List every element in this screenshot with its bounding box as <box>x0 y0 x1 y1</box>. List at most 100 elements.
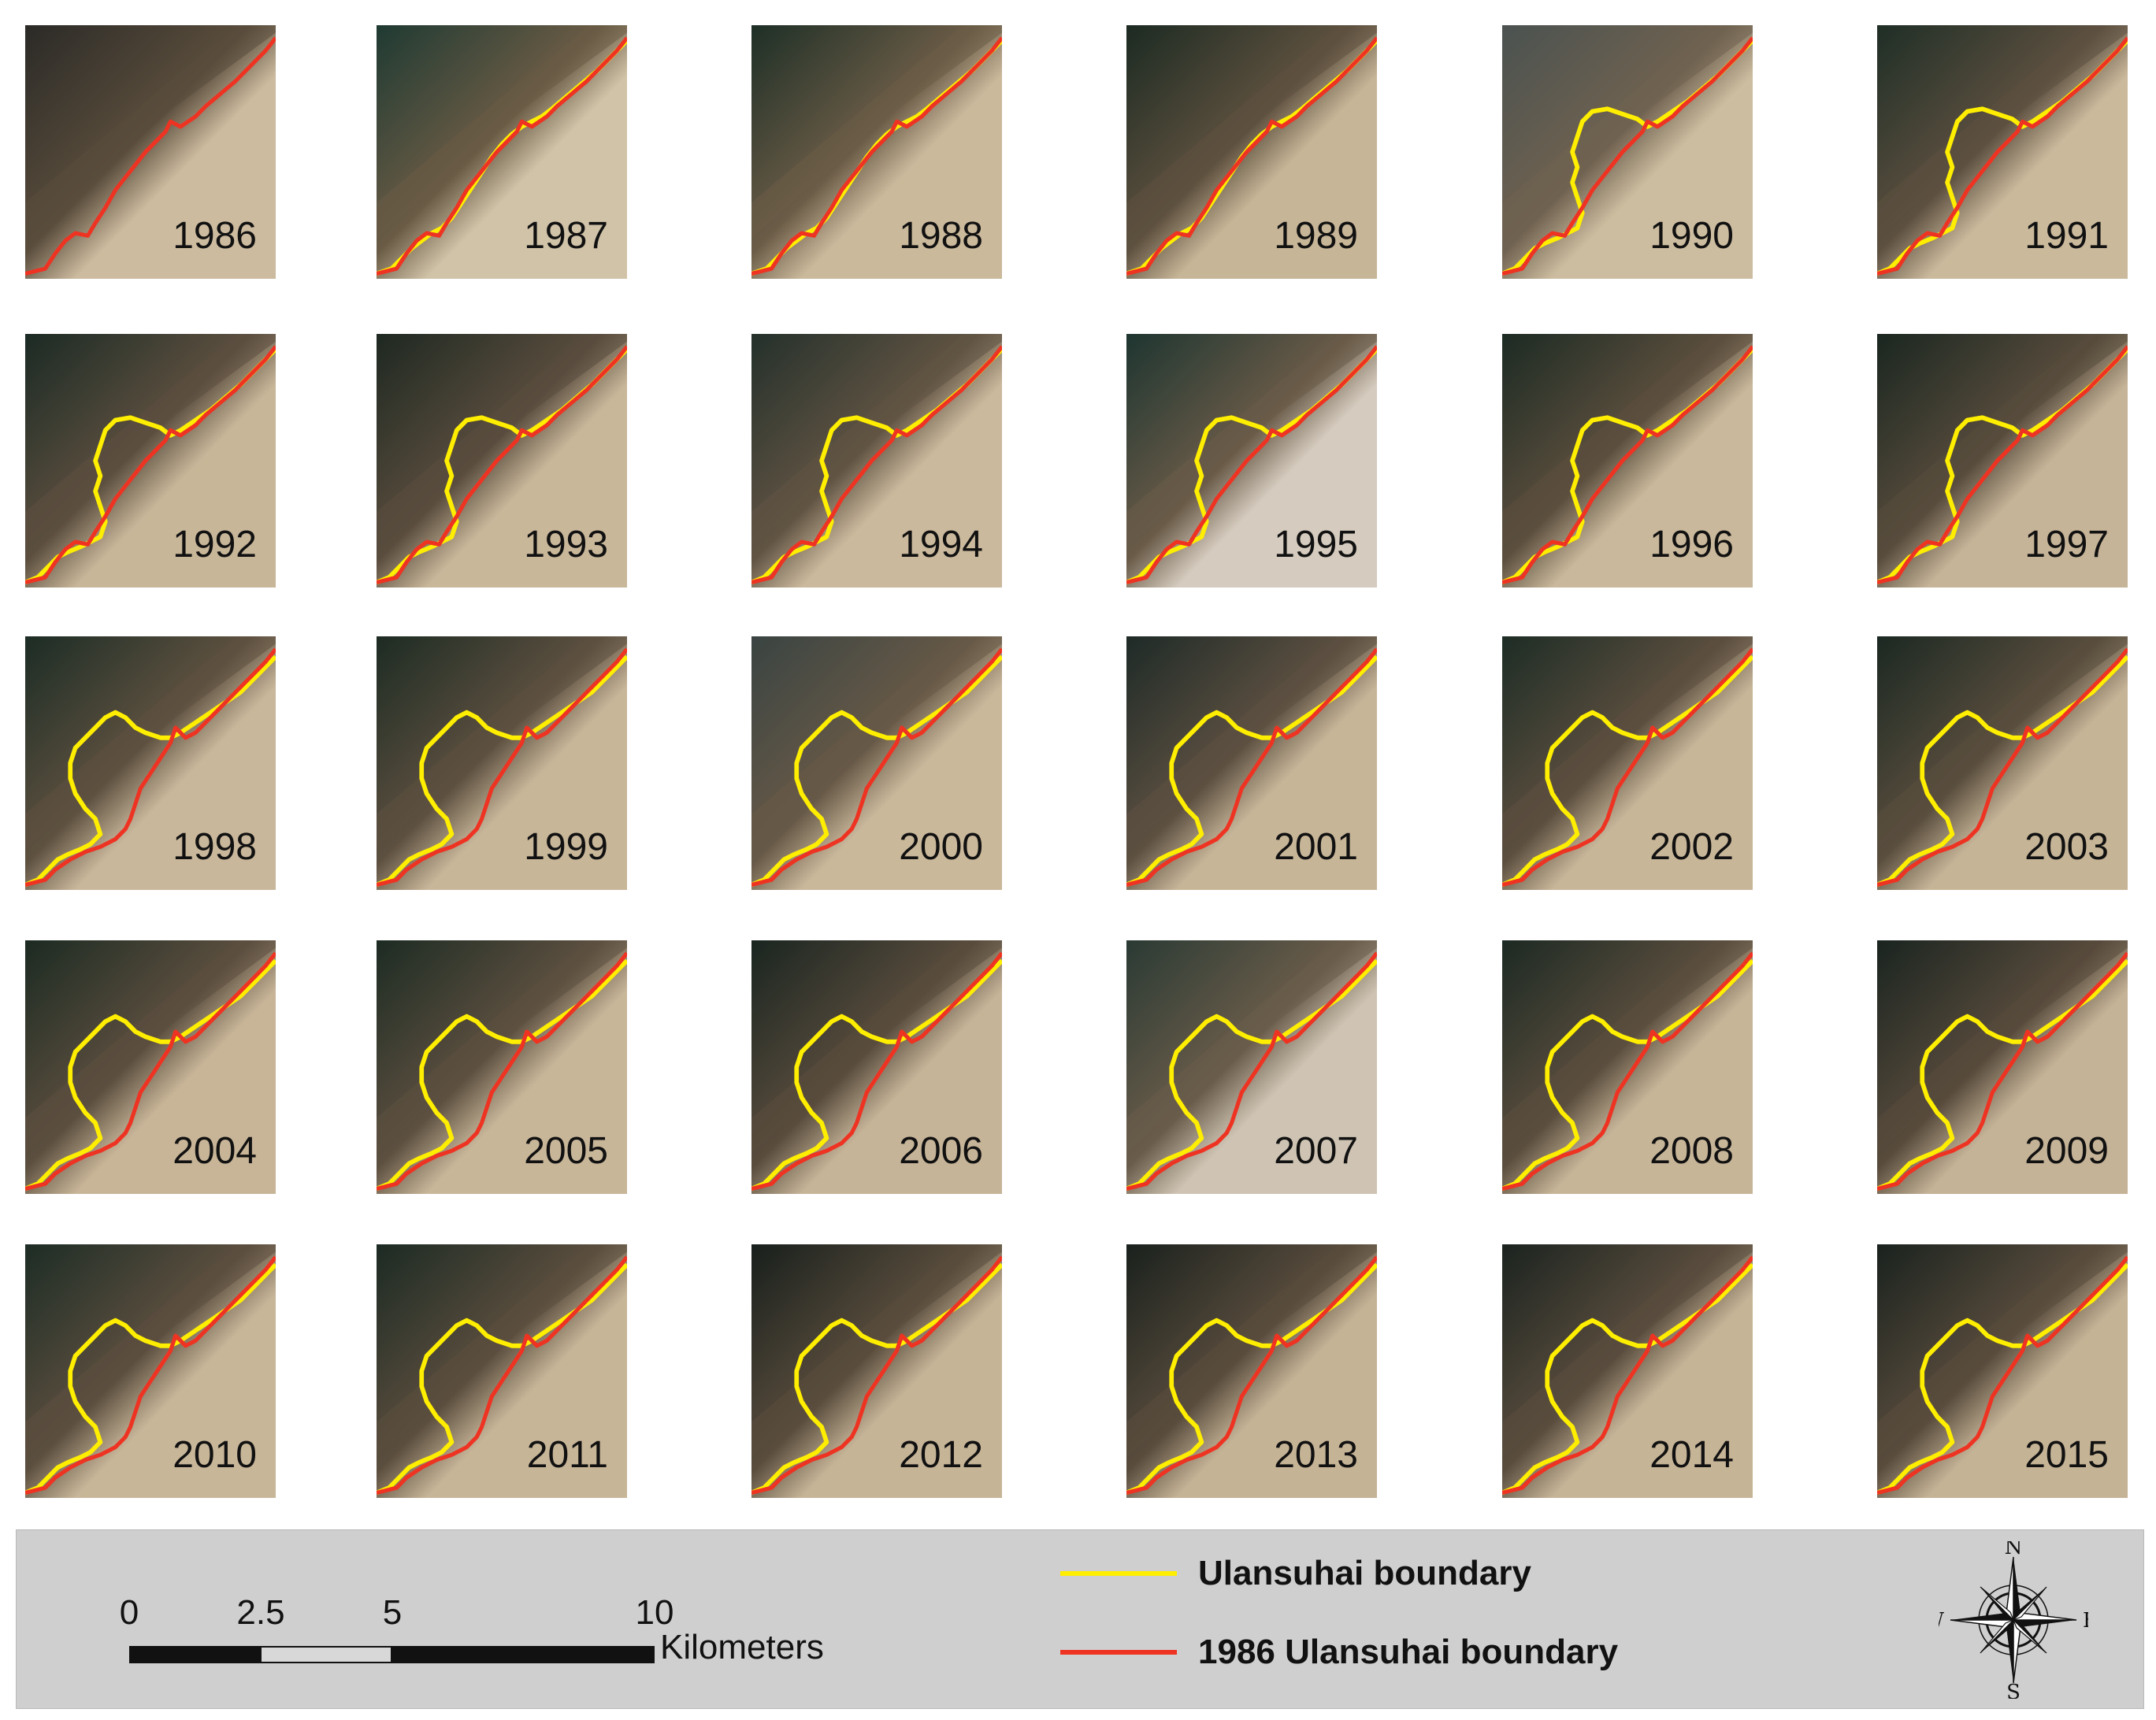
compass-rose-icon: N S E W <box>1939 1541 2088 1699</box>
panel-year-label: 1996 <box>1649 524 1734 565</box>
satellite-image <box>1877 940 2128 1194</box>
satellite-image <box>1877 25 2128 279</box>
scalebar-tick: 10 <box>635 1593 674 1632</box>
satellite-image <box>751 25 1002 279</box>
satellite-map-panel: 1996 <box>1502 334 1753 588</box>
boundary-1986-line <box>25 647 276 888</box>
boundary-1986-line <box>25 36 276 276</box>
satellite-map-panel: 2015 <box>1877 1244 2128 1498</box>
panel-year-label: 2007 <box>1274 1130 1358 1172</box>
satellite-map-panel: 1999 <box>377 636 627 890</box>
satellite-image <box>1126 25 1377 279</box>
legend-swatch-current <box>1060 1571 1177 1576</box>
boundary-1986-line <box>751 36 1002 276</box>
boundary-1986-line <box>1502 951 1753 1192</box>
boundary-1986-line <box>1126 345 1377 585</box>
satellite-image <box>1502 25 1753 279</box>
panel-year-label: 2004 <box>173 1130 257 1172</box>
satellite-image <box>377 25 627 279</box>
boundary-1986-line <box>377 1255 627 1496</box>
panel-year-label: 1995 <box>1274 524 1358 565</box>
satellite-map-panel: 2013 <box>1126 1244 1377 1498</box>
legend-bar: 0 2.5 5 10 Kilometers Ulansuhai boundary… <box>16 1529 2144 1709</box>
panel-year-label: 2000 <box>899 826 983 868</box>
ulansuhai-boundary-line <box>1877 1262 2128 1496</box>
panel-year-label: 2006 <box>899 1130 983 1172</box>
panel-year-label: 2005 <box>524 1130 608 1172</box>
scalebar-segment <box>129 1646 262 1663</box>
panel-year-label: 2012 <box>899 1434 983 1476</box>
satellite-image <box>1126 940 1377 1194</box>
satellite-map-panel: 2014 <box>1502 1244 1753 1498</box>
scalebar-tick: 2.5 <box>236 1593 285 1632</box>
boundary-1986-line <box>1502 36 1753 276</box>
scalebar-segment <box>391 1646 655 1663</box>
ulansuhai-boundary-line <box>25 958 276 1192</box>
boundary-1986-line <box>377 951 627 1192</box>
panel-year-label: 1997 <box>2024 524 2109 565</box>
satellite-image <box>1877 636 2128 890</box>
legend-label-current: Ulansuhai boundary <box>1198 1554 1531 1592</box>
satellite-map-panel: 1989 <box>1126 25 1377 279</box>
satellite-map-panel: 1995 <box>1126 334 1377 588</box>
satellite-map-panel: 1990 <box>1502 25 1753 279</box>
ulansuhai-boundary-line <box>1126 1262 1377 1496</box>
panel-year-label: 2011 <box>526 1434 608 1476</box>
panel-year-label: 1998 <box>173 826 257 868</box>
satellite-image <box>1502 1244 1753 1498</box>
compass-e: E <box>2083 1609 2088 1633</box>
boundary-1986-line <box>1126 647 1377 888</box>
panel-year-label: 2015 <box>2024 1434 2109 1476</box>
panel-year-label: 2001 <box>1274 826 1358 868</box>
panel-year-label: 2009 <box>2024 1130 2109 1172</box>
boundary-1986-line <box>377 36 627 276</box>
boundary-1986-line <box>377 647 627 888</box>
legend-label-1986: 1986 Ulansuhai boundary <box>1198 1633 1619 1671</box>
satellite-map-panel: 1997 <box>1877 334 2128 588</box>
ulansuhai-boundary-line <box>1877 654 2128 888</box>
boundary-1986-line <box>25 1255 276 1496</box>
boundary-1986-line <box>1126 36 1377 276</box>
satellite-map-panel: 2005 <box>377 940 627 1194</box>
satellite-map-panel: 1986 <box>25 25 276 279</box>
ulansuhai-boundary-line <box>25 654 276 888</box>
satellite-map-panel: 1991 <box>1877 25 2128 279</box>
ulansuhai-boundary-line <box>377 654 627 888</box>
satellite-image <box>25 636 276 890</box>
satellite-image <box>1502 940 1753 1194</box>
ulansuhai-boundary-line <box>1126 958 1377 1192</box>
panel-year-label: 2010 <box>173 1434 257 1476</box>
satellite-image <box>25 334 276 588</box>
boundary-1986-line <box>1502 647 1753 888</box>
satellite-image <box>1502 636 1753 890</box>
satellite-map-panel: 2008 <box>1502 940 1753 1194</box>
satellite-image <box>25 940 276 1194</box>
boundary-1986-line <box>1877 36 2128 276</box>
satellite-map-panel: 2003 <box>1877 636 2128 890</box>
satellite-image <box>751 636 1002 890</box>
boundary-1986-line <box>1502 345 1753 585</box>
boundary-1986-line <box>25 345 276 585</box>
ulansuhai-boundary-line <box>1126 654 1377 888</box>
satellite-map-panel: 1994 <box>751 334 1002 588</box>
satellite-map-panel: 2012 <box>751 1244 1002 1498</box>
satellite-map-panel: 1998 <box>25 636 276 890</box>
compass-n: N <box>2005 1541 2023 1559</box>
ulansuhai-boundary-line <box>377 1262 627 1496</box>
panel-year-label: 1999 <box>524 826 608 868</box>
ulansuhai-boundary-line <box>25 1262 276 1496</box>
panel-year-label: 2013 <box>1274 1434 1358 1476</box>
satellite-map-panel: 2006 <box>751 940 1002 1194</box>
satellite-map-panel: 2004 <box>25 940 276 1194</box>
satellite-image <box>25 25 276 279</box>
compass-s: S <box>2006 1681 2021 1699</box>
boundary-1986-line <box>1877 647 2128 888</box>
ulansuhai-boundary-line <box>1502 1262 1753 1496</box>
panel-year-label: 1989 <box>1274 215 1358 257</box>
panel-year-label: 1994 <box>899 524 983 565</box>
ulansuhai-boundary-line <box>1877 958 2128 1192</box>
satellite-map-panel: 2010 <box>25 1244 276 1498</box>
boundary-1986-line <box>1126 951 1377 1192</box>
satellite-map-panel: 1988 <box>751 25 1002 279</box>
boundary-1986-line <box>1877 1255 2128 1496</box>
